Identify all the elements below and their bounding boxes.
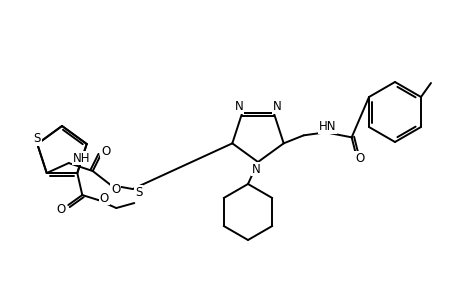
Text: O: O [100,191,109,205]
Text: O: O [111,182,120,196]
Text: N: N [251,163,260,176]
Text: S: S [34,133,41,146]
Text: O: O [354,152,364,165]
Text: N: N [272,100,280,113]
Text: HN: HN [318,120,336,133]
Text: O: O [56,202,66,215]
Text: O: O [101,145,110,158]
Text: NH: NH [73,152,90,164]
Text: S: S [135,185,142,199]
Text: N: N [234,100,243,113]
